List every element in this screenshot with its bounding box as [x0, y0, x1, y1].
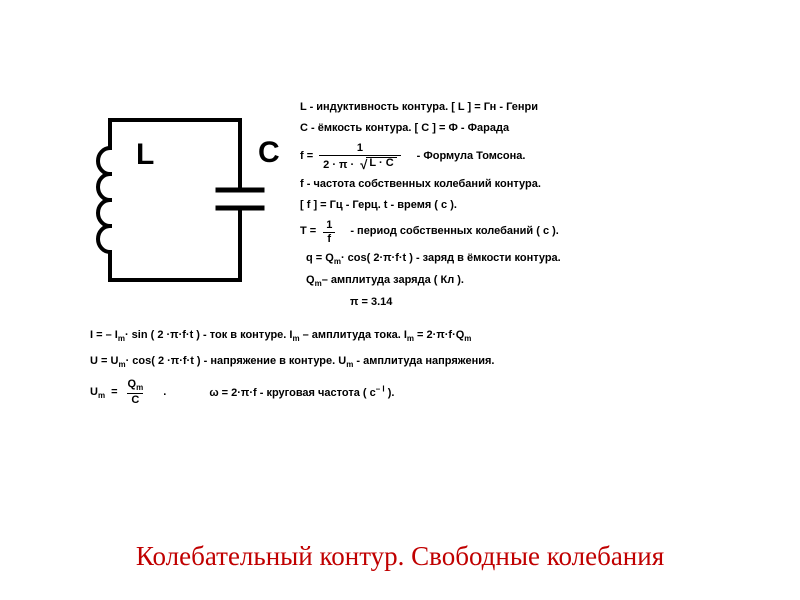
q-lhs: q = Q — [306, 252, 334, 264]
Qm-desc: – амплитуда заряда ( Кл ). — [322, 274, 464, 286]
inductor-label: L — [136, 138, 154, 171]
Qm-sym: Q — [306, 274, 315, 286]
top-row: L C L - индуктивность контура. [ L ] = Г… — [90, 100, 730, 317]
f-denominator: 2 · π · L · C — [319, 155, 401, 171]
current-eq: I = – Im· sin ( 2 ·π·f·t ) - ток в конту… — [90, 327, 730, 345]
def-L: L - индуктивность контура. [ L ] = Гн - … — [300, 100, 730, 115]
U-b: · cos( 2 ·π·f·t ) - напряжение в контуре… — [126, 355, 347, 367]
T-lhs: T = — [300, 224, 316, 239]
Um-eq: = — [111, 384, 117, 401]
sub-m-7: m — [118, 360, 125, 369]
Um-den: C — [127, 393, 143, 406]
U-c: - амплитуда напряжения. — [353, 355, 494, 367]
f-den-prefix: 2 · π · — [323, 159, 354, 171]
T-num: 1 — [322, 220, 336, 232]
content-area: L C L - индуктивность контура. [ L ] = Г… — [90, 100, 730, 414]
omega-eq: ω = 2·π·f - круговая частота ( с– I ). — [209, 387, 394, 399]
Um-trail: . — [163, 384, 166, 401]
Um-num: Qm — [124, 379, 148, 393]
voltage-eq: U = Um· cos( 2 ·π·f·t ) - напряжение в к… — [90, 353, 730, 371]
lc-circuit-diagram: L C — [90, 100, 280, 317]
sub-m-4: m — [292, 334, 299, 343]
f-meaning: f - частота собственных колебаний контур… — [300, 177, 730, 192]
thomson-desc: - Формула Томсона. — [417, 149, 526, 164]
Um-sym: Um — [90, 384, 105, 402]
sub-m-5: m — [407, 334, 414, 343]
sub-m-3: m — [118, 334, 125, 343]
page-title: Колебательный контур. Свободные колебани… — [0, 541, 800, 572]
T-den: f — [323, 232, 335, 245]
f-lhs: f = — [300, 149, 313, 164]
U-a: U = U — [90, 355, 118, 367]
sub-m-2: m — [315, 279, 322, 288]
period-formula: T = 1 f - период собственных колебаний (… — [300, 220, 730, 245]
f-units: [ f ] = Гц - Герц. t - время ( с ). — [300, 198, 730, 213]
Qm-line: Qm– амплитуда заряда ( Кл ). — [300, 273, 730, 289]
charge-eq: q = Qm· cos( 2·π·f·t ) - заряд в ёмкости… — [300, 251, 730, 267]
sub-m: m — [334, 257, 341, 266]
I-c: – амплитуда тока. I — [300, 329, 407, 341]
q-rhs: · cos( 2·π·f·t ) - заряд в ёмкости конту… — [341, 252, 561, 264]
def-C: C - ёмкость контура. [ C ] = Ф - Фарада — [300, 121, 730, 136]
I-d: = 2·π·f·Q — [414, 329, 464, 341]
I-a: I = – I — [90, 329, 118, 341]
lower-formulas: I = – Im· sin ( 2 ·π·f·t ) - ток в конту… — [90, 327, 730, 407]
pi-value: π = 3.14 — [300, 295, 730, 310]
capacitor-label: C — [258, 136, 280, 169]
I-b: · sin ( 2 ·π·f·t ) - ток в контуре. I — [125, 329, 293, 341]
Um-and-omega: Um = Qm C . ω = 2·π·f - круговая частота… — [90, 379, 730, 406]
f-radicand: L · C — [366, 157, 396, 169]
thomson-formula: f = 1 2 · π · L · C - Формула Томсона. — [300, 143, 730, 171]
circuit-svg: L C — [90, 100, 280, 300]
sub-m-6: m — [464, 334, 471, 343]
f-numerator: 1 — [353, 143, 367, 155]
T-desc: - период собственных колебаний ( с ). — [350, 224, 559, 239]
definitions-block: L - индуктивность контура. [ L ] = Гн - … — [300, 100, 730, 317]
